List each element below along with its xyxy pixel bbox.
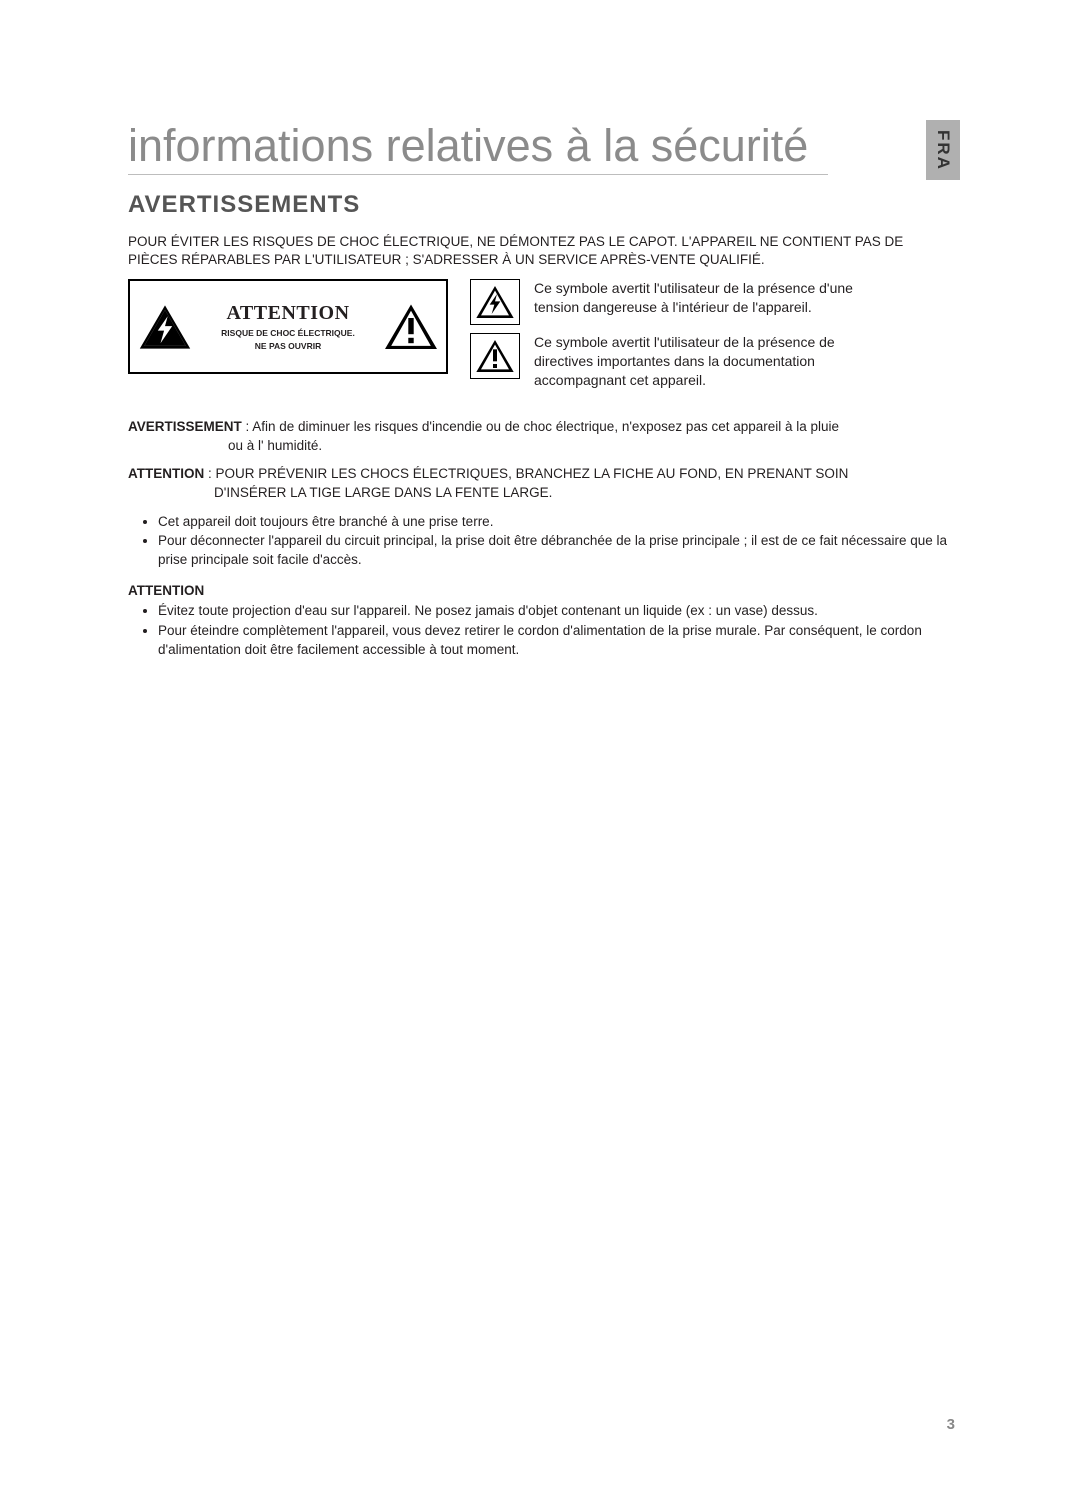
list-item: Évitez toute projection d'eau sur l'appa… (158, 602, 955, 621)
language-tab: FRA (926, 120, 960, 180)
bullet-list-2: Évitez toute projection d'eau sur l'appa… (128, 602, 955, 659)
excl-symbol-text: Ce symbole avertit l'utilisateur de la p… (534, 333, 854, 390)
page-title: informations relatives à la sécurité (128, 120, 828, 175)
exclamation-triangle-small-icon (475, 338, 515, 374)
intro-paragraph: POUR ÉVITER LES RISQUES DE CHOC ÉLECTRIQ… (128, 233, 955, 269)
attention2-label: ATTENTION (128, 583, 955, 598)
symbol-bolt-row: Ce symbole avertit l'utilisateur de la p… (470, 279, 854, 325)
attention-paragraph: ATTENTION : POUR PRÉVENIR LES CHOCS ÉLEC… (128, 465, 955, 502)
attention-text-b: D'INSÉRER LA TIGE LARGE DANS LA FENTE LA… (128, 484, 955, 503)
language-tab-label: FRA (933, 130, 953, 171)
bullet-list-1: Cet appareil doit toujours être branché … (128, 513, 955, 570)
lightning-triangle-icon (138, 303, 192, 351)
caution-sub1: RISQUE DE CHOC ÉLECTRIQUE. (192, 328, 384, 339)
page-number: 3 (947, 1416, 955, 1433)
caution-sub2: NE PAS OUVRIR (192, 341, 384, 352)
page: FRA informations relatives à la sécurité… (0, 0, 1080, 1488)
avertissement-paragraph: AVERTISSEMENT : Afin de diminuer les ris… (128, 418, 955, 455)
caution-center: ATTENTION RISQUE DE CHOC ÉLECTRIQUE. NE … (192, 302, 384, 352)
list-item: Cet appareil doit toujours être branché … (158, 513, 955, 532)
caution-box: ATTENTION RISQUE DE CHOC ÉLECTRIQUE. NE … (128, 279, 448, 374)
symbol-explanations: Ce symbole avertit l'utilisateur de la p… (470, 279, 854, 390)
list-item: Pour déconnecter l'appareil du circuit p… (158, 532, 955, 569)
attention-text-a: : POUR PRÉVENIR LES CHOCS ÉLECTRIQUES, B… (204, 466, 848, 481)
attention-label: ATTENTION (128, 466, 204, 481)
avertissement-text-b: ou à l' humidité. (128, 437, 955, 456)
lightning-triangle-small-icon (475, 284, 515, 320)
caution-attention-label: ATTENTION (192, 302, 384, 325)
excl-symbol-box (470, 333, 520, 379)
symbol-row: ATTENTION RISQUE DE CHOC ÉLECTRIQUE. NE … (128, 279, 955, 390)
symbol-excl-row: Ce symbole avertit l'utilisateur de la p… (470, 333, 854, 390)
bolt-symbol-box (470, 279, 520, 325)
avertissement-text-a: : Afin de diminuer les risques d'incendi… (242, 419, 839, 434)
list-item: Pour éteindre complètement l'appareil, v… (158, 622, 955, 659)
exclamation-triangle-icon (384, 303, 438, 351)
section-heading: AVERTISSEMENTS (128, 191, 955, 219)
bolt-symbol-text: Ce symbole avertit l'utilisateur de la p… (534, 279, 854, 317)
avertissement-label: AVERTISSEMENT (128, 419, 242, 434)
